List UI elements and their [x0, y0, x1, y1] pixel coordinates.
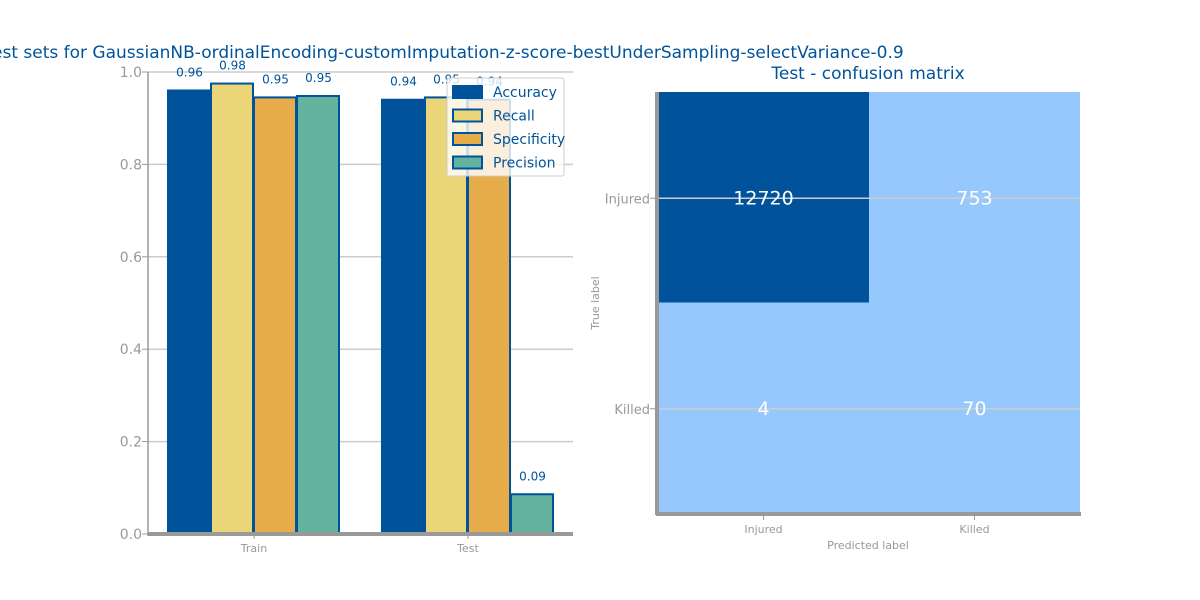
data-label: 0.09	[519, 469, 546, 483]
bar-recall-train	[210, 82, 254, 536]
data-label: 0.94	[390, 75, 417, 89]
x-tick-label: Train	[240, 542, 267, 555]
legend-label-accuracy: Accuracy	[493, 85, 557, 101]
cm-value: 70	[962, 398, 986, 420]
y-tick-label: 0.0	[120, 527, 142, 543]
cm-x-tick-label: Injured	[744, 523, 782, 536]
legend-swatch-accuracy	[452, 85, 483, 99]
data-label: 0.96	[176, 65, 203, 79]
x-tick-label: Test	[456, 542, 479, 555]
cm-y-tick-label: Injured	[605, 192, 650, 207]
confusion-matrix-ticks: Injured Killed Injured Killed	[605, 192, 990, 536]
cm-cell-killed-injured	[658, 302, 869, 513]
confusion-matrix-x-axis-label: Predicted label	[827, 539, 909, 552]
bar-chart-x-ticks: Train Test	[240, 534, 480, 555]
bar-chart-y-ticks: 0.0 0.2 0.4 0.6 0.8 1.0	[120, 65, 148, 543]
confusion-matrix-cells	[658, 92, 1080, 513]
legend-label-specificity: Specificity	[493, 132, 565, 148]
cm-y-tick-label: Killed	[614, 403, 650, 418]
y-tick-label: 1.0	[120, 65, 142, 81]
bar-accuracy-test	[381, 98, 425, 535]
data-label: 0.95	[262, 72, 289, 86]
confusion-matrix-title: Test - confusion matrix	[770, 64, 964, 84]
cm-cell-killed-killed	[869, 302, 1080, 513]
bar-accuracy-train	[167, 89, 211, 535]
confusion-matrix-values: 12720 753 4 70	[733, 187, 992, 420]
y-tick-label: 0.8	[120, 157, 142, 173]
confusion-matrix-y-axis-label: True label	[589, 276, 602, 330]
legend-label-recall: Recall	[493, 109, 535, 125]
confusion-matrix-panel: 12720 753 4 70 Injured Killed Injured Killed T…	[589, 64, 1081, 552]
data-label: 0.98	[219, 59, 246, 73]
cm-cell-injured-injured	[658, 92, 869, 303]
confusion-matrix-axes	[655, 92, 1081, 516]
legend-box	[446, 77, 565, 177]
confusion-matrix-gridlines	[658, 197, 1080, 410]
bar-chart-axes	[147, 72, 573, 536]
bar-precision-train	[296, 95, 340, 536]
y-tick-label: 0.2	[120, 435, 142, 451]
data-label: 0.95	[305, 71, 332, 85]
legend-label-precision: Precision	[493, 156, 555, 172]
bar-chart-panel: 0.960.980.950.950.940.950.940.09 0.00.20…	[0, 43, 904, 555]
bar-chart-title: est sets for GaussianNB-ordinalEncoding-…	[0, 43, 904, 63]
y-tick-label: 0.4	[120, 342, 142, 358]
cm-value: 12720	[733, 187, 793, 209]
legend-swatch-precision	[452, 155, 483, 170]
legend-swatch-recall	[452, 108, 483, 123]
bar-chart-legend: Accuracy Recall Specificity Precision	[446, 77, 565, 177]
cm-value: 4	[757, 398, 769, 420]
bar-precision-test	[510, 493, 554, 536]
y-tick-label: 0.6	[120, 250, 142, 266]
legend-swatch-specificity	[452, 132, 483, 146]
bar-specificity-train	[253, 96, 297, 535]
cm-value: 753	[956, 187, 992, 209]
cm-cell-injured-killed	[869, 92, 1080, 303]
cm-x-tick-label: Killed	[959, 523, 989, 536]
